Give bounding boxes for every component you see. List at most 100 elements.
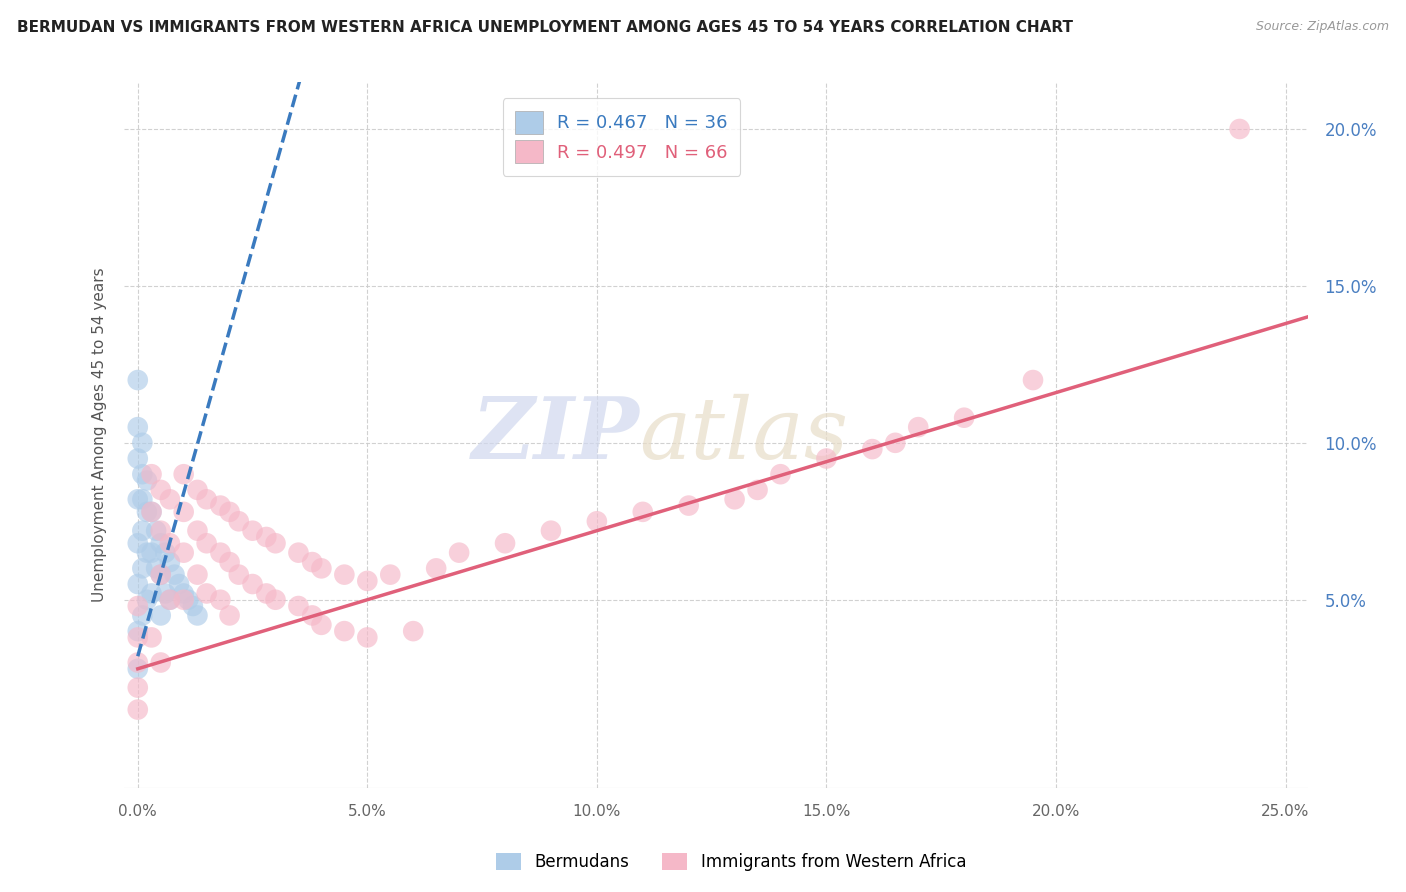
- Point: [136, 505, 159, 519]
- Point: [228, 567, 250, 582]
- Point: [747, 483, 769, 497]
- Text: ZIP: ZIP: [471, 393, 640, 476]
- Point: [586, 514, 609, 528]
- Point: [131, 467, 153, 482]
- Point: [131, 492, 153, 507]
- Legend: R = 0.467   N = 36, R = 0.497   N = 66: R = 0.467 N = 36, R = 0.497 N = 66: [503, 98, 740, 176]
- Point: [449, 546, 471, 560]
- Point: [159, 592, 181, 607]
- Point: [167, 577, 190, 591]
- Point: [356, 574, 378, 588]
- Point: [333, 624, 356, 639]
- Point: [953, 410, 976, 425]
- Point: [287, 546, 309, 560]
- Point: [218, 505, 240, 519]
- Point: [177, 592, 200, 607]
- Point: [127, 451, 149, 466]
- Point: [311, 561, 333, 575]
- Point: [631, 505, 654, 519]
- Point: [127, 420, 149, 434]
- Point: [127, 536, 149, 550]
- Point: [141, 546, 163, 560]
- Point: [228, 514, 250, 528]
- Legend: Bermudans, Immigrants from Western Africa: Bermudans, Immigrants from Western Afric…: [488, 845, 974, 880]
- Point: [264, 536, 287, 550]
- Point: [333, 567, 356, 582]
- Text: atlas: atlas: [640, 393, 848, 476]
- Point: [242, 524, 264, 538]
- Point: [209, 592, 232, 607]
- Point: [141, 505, 163, 519]
- Point: [141, 505, 163, 519]
- Point: [127, 492, 149, 507]
- Point: [149, 567, 172, 582]
- Point: [149, 656, 172, 670]
- Point: [186, 608, 208, 623]
- Point: [173, 592, 195, 607]
- Point: [884, 435, 907, 450]
- Y-axis label: Unemployment Among Ages 45 to 54 years: Unemployment Among Ages 45 to 54 years: [93, 268, 107, 602]
- Point: [287, 599, 309, 613]
- Point: [127, 599, 149, 613]
- Point: [136, 474, 159, 488]
- Point: [141, 586, 163, 600]
- Point: [209, 499, 232, 513]
- Point: [209, 546, 232, 560]
- Text: BERMUDAN VS IMMIGRANTS FROM WESTERN AFRICA UNEMPLOYMENT AMONG AGES 45 TO 54 YEAR: BERMUDAN VS IMMIGRANTS FROM WESTERN AFRI…: [17, 20, 1073, 35]
- Point: [155, 586, 177, 600]
- Point: [127, 703, 149, 717]
- Point: [127, 656, 149, 670]
- Point: [131, 524, 153, 538]
- Point: [131, 608, 153, 623]
- Point: [181, 599, 204, 613]
- Point: [678, 499, 700, 513]
- Point: [131, 435, 153, 450]
- Point: [264, 592, 287, 607]
- Point: [380, 567, 402, 582]
- Point: [131, 561, 153, 575]
- Point: [159, 592, 181, 607]
- Point: [815, 451, 838, 466]
- Point: [301, 608, 323, 623]
- Point: [173, 467, 195, 482]
- Point: [254, 586, 277, 600]
- Point: [723, 492, 745, 507]
- Point: [218, 608, 240, 623]
- Point: [163, 567, 186, 582]
- Point: [145, 561, 167, 575]
- Point: [127, 577, 149, 591]
- Point: [127, 631, 149, 645]
- Point: [186, 567, 208, 582]
- Point: [149, 483, 172, 497]
- Point: [141, 631, 163, 645]
- Point: [186, 483, 208, 497]
- Point: [149, 524, 172, 538]
- Point: [127, 681, 149, 695]
- Point: [136, 546, 159, 560]
- Point: [136, 592, 159, 607]
- Point: [127, 624, 149, 639]
- Point: [155, 546, 177, 560]
- Point: [195, 492, 218, 507]
- Point: [173, 586, 195, 600]
- Point: [860, 442, 883, 456]
- Point: [218, 555, 240, 569]
- Point: [145, 524, 167, 538]
- Point: [127, 373, 149, 387]
- Point: [127, 662, 149, 676]
- Point: [149, 567, 172, 582]
- Point: [301, 555, 323, 569]
- Point: [173, 505, 195, 519]
- Point: [186, 524, 208, 538]
- Point: [311, 618, 333, 632]
- Point: [149, 536, 172, 550]
- Point: [159, 555, 181, 569]
- Point: [402, 624, 425, 639]
- Point: [159, 492, 181, 507]
- Point: [769, 467, 792, 482]
- Point: [425, 561, 447, 575]
- Point: [195, 586, 218, 600]
- Point: [1022, 373, 1045, 387]
- Point: [141, 467, 163, 482]
- Point: [173, 546, 195, 560]
